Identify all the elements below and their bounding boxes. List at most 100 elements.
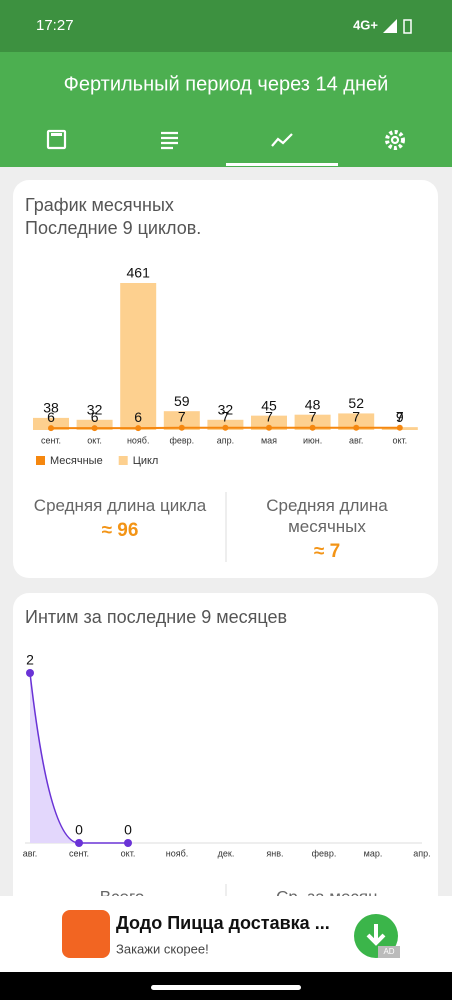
signal-icon <box>383 19 397 33</box>
point <box>75 839 83 847</box>
bar <box>163 411 200 430</box>
card-subtitle: Последние 9 циклов. <box>25 218 201 238</box>
point-label: 7 <box>352 408 360 424</box>
x-tick-label: мар. <box>364 848 383 858</box>
point <box>396 424 403 431</box>
header <box>0 52 452 167</box>
status-bar <box>0 0 452 52</box>
legend-swatch <box>36 456 45 465</box>
bar <box>294 414 331 430</box>
bar-label: 32 <box>218 401 234 417</box>
ad-icon <box>62 910 110 958</box>
stat-value: ≈ 7 <box>313 541 341 562</box>
cycle-card <box>13 180 438 578</box>
x-tick-label: янв. <box>266 848 283 858</box>
download-arrow <box>366 924 386 946</box>
stat-label: Средняя длина цикла <box>33 496 207 515</box>
ad-badge: AD <box>383 947 394 956</box>
point <box>222 424 229 431</box>
battery-icon <box>403 19 412 34</box>
x-tick-label: апр. <box>217 435 234 445</box>
x-tick-label: февр. <box>169 435 194 445</box>
x-tick-label: дек. <box>218 848 235 858</box>
bar-label: 38 <box>43 400 59 416</box>
legend-swatch <box>118 456 128 465</box>
stat-label: Средняя длина месячных <box>266 496 388 536</box>
time: 17:27 <box>36 17 74 34</box>
tab-list[interactable] <box>161 131 178 150</box>
active-tab-indicator <box>226 163 338 166</box>
point <box>353 424 360 431</box>
x-tick-label: нояб. <box>166 848 189 858</box>
x-tick-label: окт. <box>87 435 102 445</box>
x-tick-label: апр. <box>413 848 430 858</box>
stat: Средняя длина цикла ≈ 96 <box>25 495 215 541</box>
legend-label: Цикл <box>133 455 159 467</box>
intim-card <box>13 593 438 973</box>
point <box>309 424 316 431</box>
point-label: 6 <box>47 409 55 425</box>
tab-settings-center <box>390 135 400 145</box>
x-tick-label: окт. <box>392 435 407 445</box>
x-tick-label: июн. <box>303 435 322 445</box>
point-label: 7 <box>309 408 317 424</box>
card-title: График месячных <box>25 195 174 215</box>
intim-chart: авг. сент. окт. нояб. дек. янв. февр. мар. апр. 2… <box>23 652 431 859</box>
card-title: Интим за последние 9 месяцев <box>25 607 287 627</box>
header-title: Фертильный период через 14 дней <box>64 73 389 95</box>
ad-subtitle: Закажи скорее! <box>116 941 209 956</box>
bar-label: 32 <box>87 401 103 417</box>
point-label: 7 <box>222 408 230 424</box>
bar <box>120 283 157 430</box>
point-label: 7 <box>265 408 273 424</box>
bar <box>76 419 113 430</box>
bar <box>338 413 375 430</box>
bar <box>33 417 69 430</box>
point-label: 0 <box>75 822 83 838</box>
bar-label: 45 <box>261 397 277 413</box>
point-label: 2 <box>26 652 34 668</box>
x-tick-label: окт. <box>121 848 136 858</box>
point <box>266 424 272 431</box>
stat-value: ≈ 96 <box>101 520 139 541</box>
bar-label: 9 <box>396 409 404 425</box>
x-tick-label: мая <box>261 435 277 445</box>
home-indicator[interactable] <box>151 985 301 990</box>
x-tick-label: авг. <box>349 435 363 445</box>
bar-label: 59 <box>174 393 190 409</box>
point-label: 7 <box>396 408 404 424</box>
bar <box>251 415 287 430</box>
point <box>124 839 132 847</box>
stat: Средняя длина месячных ≈ 7 <box>232 495 422 562</box>
point <box>178 424 185 431</box>
bar-label: 461 <box>127 265 151 281</box>
line <box>29 672 128 844</box>
ad-title[interactable]: Додо Пицца доставка ... <box>116 913 330 933</box>
tab-chart[interactable] <box>271 133 293 147</box>
x-tick-label: сент. <box>69 848 89 858</box>
point <box>135 425 142 432</box>
x-tick-label: сент. <box>41 435 61 445</box>
bar-label: 52 <box>348 395 364 411</box>
cycle-chart: сент. окт. нояб. февр. апр. мая июн. авг. окт. 38… <box>33 265 418 467</box>
point <box>26 669 34 677</box>
calendar-bar <box>51 133 62 136</box>
bar-label: 48 <box>305 396 321 412</box>
point-label: 6 <box>91 409 99 425</box>
point <box>91 425 98 432</box>
tab-calendar[interactable] <box>46 129 67 150</box>
x-tick-label: авг. <box>23 848 37 858</box>
point-label: 0 <box>124 822 132 838</box>
point-label: 7 <box>178 408 186 424</box>
point <box>48 425 54 432</box>
network: 4G+ <box>353 17 378 32</box>
x-tick-label: февр. <box>312 848 337 858</box>
tab-settings[interactable] <box>385 130 405 150</box>
x-tick-label: нояб. <box>127 435 150 445</box>
legend-label: Месячные <box>50 455 103 467</box>
ad-badge-bg <box>378 946 400 958</box>
area <box>30 673 128 843</box>
point-label: 6 <box>134 409 142 425</box>
